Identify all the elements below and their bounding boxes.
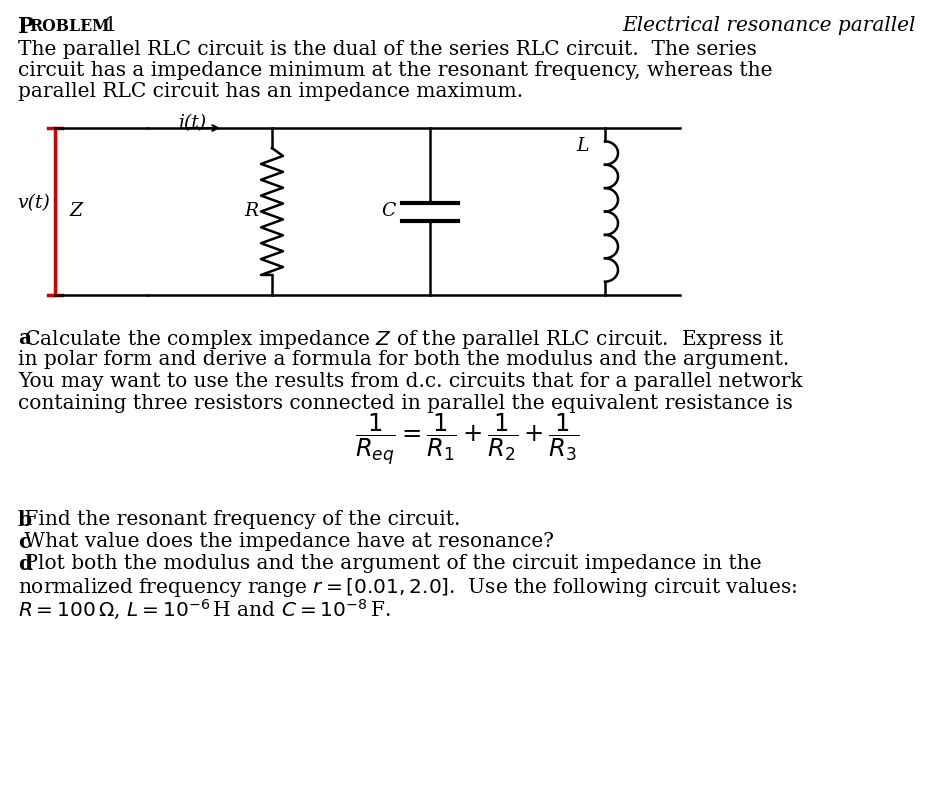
Text: circuit has a impedance minimum at the resonant frequency, whereas the: circuit has a impedance minimum at the r… xyxy=(18,61,772,80)
Text: v(t): v(t) xyxy=(17,195,50,213)
Text: P: P xyxy=(18,16,35,38)
Text: Find the resonant frequency of the circuit.: Find the resonant frequency of the circu… xyxy=(18,510,460,529)
Text: 1: 1 xyxy=(98,16,118,35)
Text: in polar form and derive a formula for both the modulus and the argument.: in polar form and derive a formula for b… xyxy=(18,350,789,369)
Text: ROBLEM: ROBLEM xyxy=(29,18,109,35)
Text: $R = 100\,\Omega$, $L = 10^{-6}\,$H and $C = 10^{-8}\,$F.: $R = 100\,\Omega$, $L = 10^{-6}\,$H and … xyxy=(18,598,390,622)
Text: Z: Z xyxy=(69,202,82,221)
Text: d: d xyxy=(18,554,32,574)
Text: L: L xyxy=(576,137,589,155)
Text: b: b xyxy=(18,510,32,530)
Text: Plot both the modulus and the argument of the circuit impedance in the: Plot both the modulus and the argument o… xyxy=(18,554,761,573)
Text: You may want to use the results from d.c. circuits that for a parallel network: You may want to use the results from d.c… xyxy=(18,372,802,391)
Text: parallel RLC circuit has an impedance maximum.: parallel RLC circuit has an impedance ma… xyxy=(18,82,523,101)
Text: containing three resistors connected in parallel the equivalent resistance is: containing three resistors connected in … xyxy=(18,394,793,413)
Text: normalized frequency range $r = [0.01, 2.0]$.  Use the following circuit values:: normalized frequency range $r = [0.01, 2… xyxy=(18,576,798,599)
Text: Electrical resonance parallel: Electrical resonance parallel xyxy=(623,16,916,35)
Text: c: c xyxy=(18,532,30,552)
Text: The parallel RLC circuit is the dual of the series RLC circuit.  The series: The parallel RLC circuit is the dual of … xyxy=(18,40,757,59)
Text: What value does the impedance have at resonance?: What value does the impedance have at re… xyxy=(18,532,554,551)
Text: R: R xyxy=(244,202,258,221)
Text: Calculate the complex impedance $Z$ of the parallel RLC circuit.  Express it: Calculate the complex impedance $Z$ of t… xyxy=(18,328,785,351)
Text: i(t): i(t) xyxy=(178,114,206,132)
Text: C: C xyxy=(382,202,396,221)
Text: $\dfrac{1}{R_{eq}} = \dfrac{1}{R_1} + \dfrac{1}{R_2} + \dfrac{1}{R_3}$: $\dfrac{1}{R_{eq}} = \dfrac{1}{R_1} + \d… xyxy=(355,412,579,468)
Text: a: a xyxy=(18,328,31,348)
